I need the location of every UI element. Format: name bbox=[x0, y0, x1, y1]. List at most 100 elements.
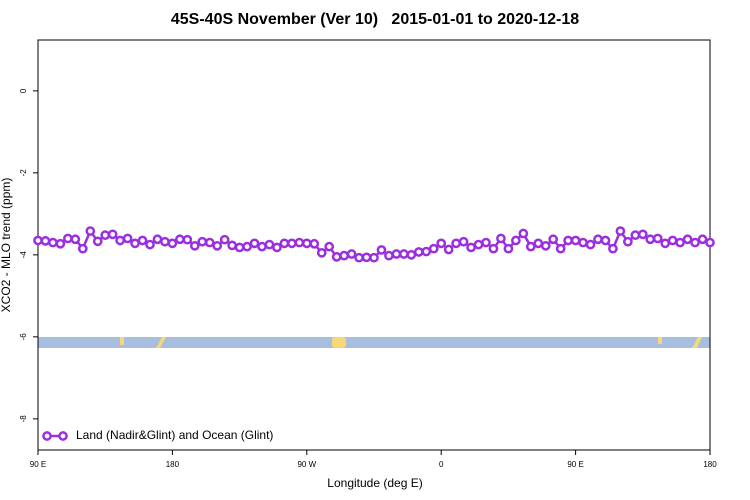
data-point bbox=[585, 239, 596, 250]
x-tick-label: 90 W bbox=[297, 460, 316, 469]
data-point bbox=[488, 243, 499, 254]
data-point bbox=[152, 234, 163, 245]
data-point bbox=[690, 237, 700, 248]
data-point bbox=[682, 234, 693, 245]
land-patch bbox=[332, 337, 346, 348]
data-point bbox=[287, 238, 297, 249]
y-tick-label: -4 bbox=[19, 251, 28, 259]
x-tick-label: 0 bbox=[439, 460, 444, 469]
data-point bbox=[413, 247, 424, 257]
data-point bbox=[570, 235, 581, 246]
data-point bbox=[660, 238, 671, 249]
data-point bbox=[264, 239, 275, 250]
data-point bbox=[525, 241, 536, 252]
data-point bbox=[107, 229, 118, 240]
data-point bbox=[563, 235, 573, 246]
data-point bbox=[652, 233, 663, 244]
data-point bbox=[294, 237, 305, 248]
data-point bbox=[458, 236, 469, 247]
data-point bbox=[451, 238, 461, 249]
data-point bbox=[384, 250, 394, 261]
data-point bbox=[40, 236, 51, 246]
data-point bbox=[33, 235, 43, 246]
data-point bbox=[130, 238, 140, 249]
data-point bbox=[309, 238, 320, 249]
data-point bbox=[667, 235, 678, 246]
data-point bbox=[533, 238, 544, 249]
legend-label: Land (Nadir&Glint) and Ocean (Glint) bbox=[76, 428, 273, 442]
y-tick-label: -2 bbox=[19, 169, 28, 177]
data-point bbox=[197, 236, 208, 247]
data-point bbox=[122, 233, 133, 244]
data-point bbox=[331, 252, 342, 262]
x-tick-label: 90 E bbox=[30, 460, 46, 469]
data-point bbox=[548, 234, 559, 245]
data-point bbox=[406, 249, 417, 260]
x-tick-label: 180 bbox=[166, 460, 180, 469]
data-point bbox=[481, 237, 491, 248]
x-tick-label: 90 E bbox=[567, 460, 583, 469]
data-point bbox=[316, 247, 327, 258]
data-point bbox=[63, 233, 73, 244]
data-point bbox=[600, 235, 611, 246]
data-point bbox=[555, 243, 566, 254]
data-point bbox=[92, 236, 103, 247]
data-point bbox=[369, 252, 379, 263]
x-axis-label: Longitude (deg E) bbox=[327, 476, 422, 490]
data-point bbox=[518, 228, 529, 239]
data-point bbox=[219, 234, 230, 245]
land-patch bbox=[120, 337, 124, 345]
data-point bbox=[473, 239, 484, 250]
y-tick-label: -8 bbox=[19, 415, 28, 423]
x-tick-label: 180 bbox=[703, 460, 717, 469]
data-point bbox=[436, 238, 447, 249]
land-patch bbox=[658, 337, 662, 344]
data-point bbox=[421, 246, 432, 257]
data-point bbox=[675, 237, 685, 248]
data-point bbox=[242, 241, 252, 252]
data-point bbox=[503, 243, 514, 254]
data-point bbox=[324, 241, 335, 252]
data-point bbox=[212, 240, 223, 251]
data-point bbox=[234, 242, 245, 253]
data-point bbox=[145, 239, 155, 250]
data-point bbox=[443, 244, 454, 255]
data-point bbox=[182, 234, 193, 245]
data-point bbox=[593, 234, 603, 245]
data-point bbox=[697, 234, 708, 245]
data-point bbox=[376, 245, 387, 255]
data-point bbox=[137, 235, 148, 246]
data-point bbox=[189, 240, 200, 251]
y-tick-label: 0 bbox=[19, 88, 28, 93]
data-point bbox=[227, 240, 237, 251]
land-patch bbox=[156, 337, 166, 348]
data-point bbox=[623, 236, 633, 247]
data-point bbox=[637, 229, 648, 240]
data-point bbox=[339, 250, 349, 261]
data-point bbox=[496, 233, 506, 244]
data-point bbox=[55, 238, 66, 249]
data-point bbox=[346, 249, 357, 259]
data-point bbox=[160, 236, 170, 247]
data-point bbox=[257, 241, 267, 252]
data-point bbox=[354, 252, 364, 263]
data-point bbox=[399, 249, 409, 259]
y-axis-label: XCO2 - MLO trend (ppm) bbox=[0, 178, 13, 313]
y-tick-label: -6 bbox=[19, 333, 28, 341]
data-point bbox=[578, 237, 588, 248]
data-point bbox=[615, 226, 626, 236]
data-point bbox=[167, 238, 178, 249]
land-ocean-strip bbox=[38, 337, 710, 348]
data-point bbox=[645, 234, 656, 245]
land-patch bbox=[692, 337, 702, 348]
data-point bbox=[70, 234, 81, 245]
data-point bbox=[249, 238, 260, 249]
data-point bbox=[511, 235, 521, 246]
legend-marker bbox=[42, 431, 52, 441]
data-point bbox=[48, 237, 58, 248]
data-point bbox=[100, 230, 111, 241]
data-point bbox=[540, 240, 551, 251]
data-point bbox=[77, 243, 88, 254]
data-point bbox=[279, 238, 290, 249]
